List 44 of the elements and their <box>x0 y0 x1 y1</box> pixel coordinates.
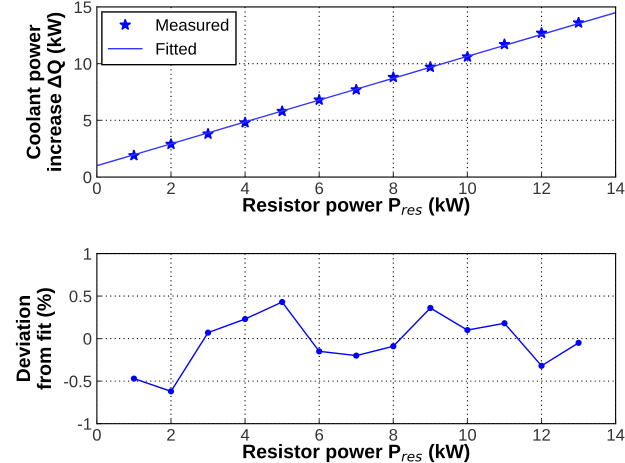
x-tick-label: 10 <box>459 182 476 194</box>
point <box>204 330 212 336</box>
y-tick-label: 1 <box>84 248 92 260</box>
legend-label: Fitted <box>156 42 196 55</box>
x-axis-title: Resistor power P$_{res}$ (kW) <box>243 444 470 462</box>
x-tick-label: 4 <box>240 182 250 194</box>
y-tick-label: 0 <box>83 333 92 345</box>
y-tick-label: 0.5 <box>70 290 92 302</box>
y-tick-label: 10 <box>74 58 92 70</box>
x-tick-label: 14 <box>608 429 624 441</box>
point <box>501 320 508 326</box>
point <box>390 343 396 350</box>
point <box>427 304 434 312</box>
point <box>168 388 174 394</box>
point <box>538 362 545 369</box>
point <box>130 375 138 382</box>
x-tick-label: 6 <box>315 182 324 194</box>
y-tick-label: 15 <box>74 2 92 14</box>
x-tick-label: 0 <box>92 428 101 441</box>
x-tick-label: 8 <box>389 428 398 441</box>
point <box>353 352 360 359</box>
x-tick-label: 14 <box>608 182 624 194</box>
point <box>316 348 322 354</box>
y-axis-title: Coolant power increase ΔQ (kW) <box>26 12 66 171</box>
y-tick-label: 5 <box>83 114 92 127</box>
legend-label: Measured <box>156 18 228 31</box>
x-tick-label: 4 <box>240 429 250 441</box>
point <box>575 340 582 346</box>
y-axis-title: Deviation from fit (%) <box>16 288 55 390</box>
x-tick-label: 2 <box>167 428 175 441</box>
point <box>242 316 248 322</box>
x-tick-label: 12 <box>534 428 550 441</box>
x-tick-label: 12 <box>534 182 550 194</box>
point <box>464 326 471 334</box>
x-tick-label: 0 <box>92 182 101 194</box>
x-tick-label: 10 <box>459 428 476 441</box>
x-tick-label: 8 <box>389 182 398 194</box>
y-tick-label: -1 <box>78 418 92 430</box>
x-tick-label: 2 <box>167 182 175 194</box>
point <box>279 298 286 306</box>
y-tick-label: -0.5 <box>64 376 92 388</box>
x-tick-label: 6 <box>315 428 324 441</box>
x-axis-title: Resistor power P$_{res}$ (kW) <box>243 197 470 216</box>
y-tick-label: 0 <box>83 171 92 184</box>
